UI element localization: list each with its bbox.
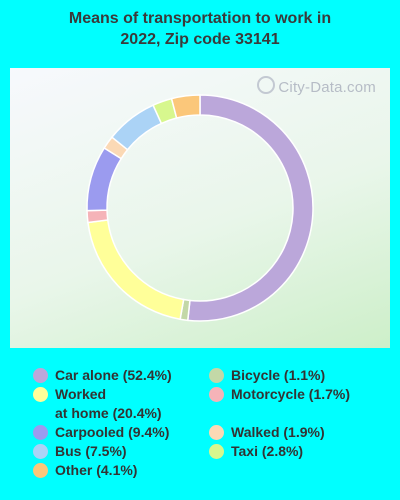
legend-item-worked-at-home: Worked at home (20.4%) (33, 385, 162, 423)
legend-swatch (33, 444, 48, 459)
legend-swatch (33, 368, 48, 383)
city-data-logo-icon (257, 76, 276, 94)
legend-swatch (209, 444, 224, 459)
legend-item-motorcycle: Motorcycle (1.7%) (209, 385, 350, 404)
legend: Car alone (52.4%) Worked at home (20.4%) C… (0, 364, 400, 500)
legend-label: Bicycle (1.1%) (231, 367, 326, 383)
slice-bus (110, 104, 163, 151)
legend-label: Taxi (2.8%) (231, 443, 304, 459)
slice-worked-at-home (87, 219, 185, 321)
legend-swatch (209, 387, 224, 402)
legend-item-walked: Walked (1.9%) (209, 423, 325, 442)
slice-motorcycle (86, 209, 109, 224)
slice-car-alone (186, 94, 314, 322)
chart-title: Means of transportation to work in 2022, … (68, 10, 332, 48)
slice-carpooled (86, 146, 123, 212)
legend-swatch (33, 425, 48, 440)
legend-item-taxi: Taxi (2.8%) (209, 442, 303, 461)
legend-item-car-alone: Car alone (52.4%) (33, 366, 172, 385)
legend-label: Motorcycle (1.7%) (231, 386, 351, 402)
plot-area: City-Data.com (10, 68, 390, 348)
legend-label: Other (4.1%) (55, 462, 138, 478)
legend-item-bicycle: Bicycle (1.1%) (209, 366, 325, 385)
legend-label: Carpooled (9.4%) (55, 424, 170, 440)
legend-item-carpooled: Carpooled (9.4%) (33, 423, 169, 442)
legend-label: Walked (1.9%) (231, 424, 325, 440)
legend-swatch (33, 387, 48, 402)
legend-item-other: Other (4.1%) (33, 461, 137, 480)
slice-other (170, 94, 201, 119)
watermark-text: City-Data.com (278, 79, 376, 96)
legend-label: Bus (7.5%) (55, 443, 127, 459)
legend-swatch (209, 368, 224, 383)
donut-chart (86, 94, 314, 322)
legend-swatch (33, 463, 48, 478)
legend-swatch (209, 425, 224, 440)
legend-label: Car alone (52.4%) (55, 367, 172, 383)
legend-label: Worked at home (20.4%) (55, 386, 162, 421)
legend-item-bus: Bus (7.5%) (33, 442, 127, 461)
watermark: City-Data.com (257, 76, 376, 96)
